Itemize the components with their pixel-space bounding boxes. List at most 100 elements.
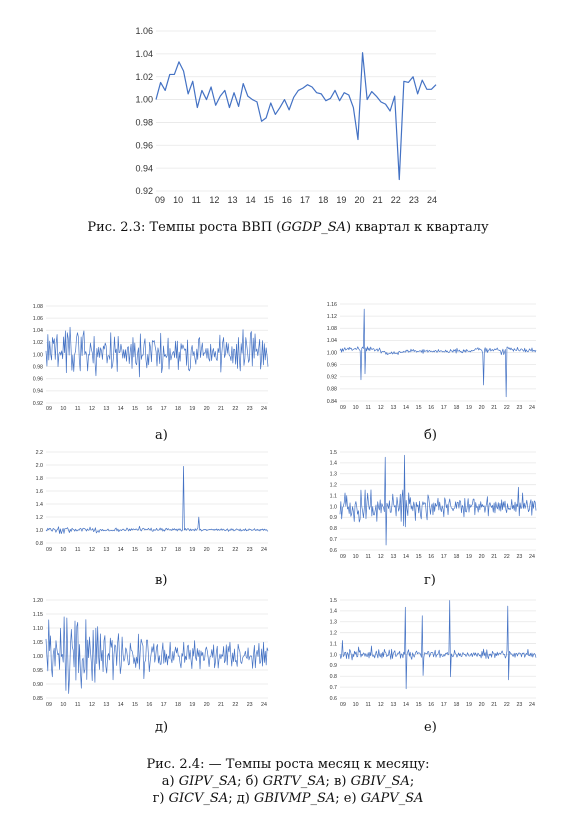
x-tick-label: 22	[232, 547, 238, 553]
series-line	[45, 465, 269, 534]
x-tick-label: 09	[340, 554, 346, 560]
x-tick-label: 18	[318, 195, 328, 205]
y-tick-label: 0.8	[330, 674, 337, 680]
x-tick-label: 19	[466, 554, 472, 560]
panel-label-v: в)	[155, 573, 168, 588]
x-tick-label: 17	[441, 554, 447, 560]
x-tick-label: 18	[175, 406, 181, 412]
caption-text: г)	[152, 791, 169, 806]
caption-text: а)	[161, 774, 179, 789]
x-tick-label: 12	[378, 554, 384, 560]
y-tick-label: 0.96	[135, 140, 153, 150]
x-tick-label: 11	[365, 702, 371, 708]
y-tick-label: 0.98	[135, 118, 153, 128]
caption-variable: GBIVMP_SA	[253, 791, 336, 806]
x-tick-label: 21	[373, 195, 383, 205]
y-tick-label: 1.04	[33, 328, 43, 334]
series-line	[155, 52, 437, 181]
y-tick-label: 0.9	[330, 515, 337, 521]
y-tick-label: 1.8	[36, 476, 43, 482]
y-tick-label: 1.00	[135, 95, 153, 105]
x-tick-label: 20	[479, 702, 485, 708]
x-tick-label: 23	[247, 547, 253, 553]
x-tick-label: 13	[390, 405, 396, 411]
x-tick-label: 15	[416, 702, 422, 708]
x-tick-label: 12	[378, 405, 384, 411]
y-tick-label: 0.92	[135, 186, 153, 196]
x-tick-label: 10	[353, 554, 359, 560]
panel-label-e: е)	[424, 720, 437, 735]
x-tick-label: 13	[103, 547, 109, 553]
x-tick-label: 12	[89, 547, 95, 553]
x-tick-label: 19	[189, 547, 195, 553]
x-tick-label: 16	[428, 702, 434, 708]
x-tick-label: 14	[403, 554, 409, 560]
x-tick-label: 19	[336, 195, 346, 205]
x-tick-label: 12	[89, 406, 95, 412]
caption-text: ; е)	[335, 791, 361, 806]
x-tick-label: 16	[146, 406, 152, 412]
panel-label-a: а)	[155, 428, 168, 443]
y-tick-label: 1.6	[36, 489, 43, 495]
x-tick-label: 24	[427, 195, 437, 205]
y-tick-label: 0.7	[330, 537, 337, 543]
x-tick-label: 12	[209, 195, 219, 205]
x-tick-label: 23	[247, 406, 253, 412]
x-tick-label: 24	[529, 554, 535, 560]
x-tick-label: 20	[479, 405, 485, 411]
x-tick-label: 15	[264, 195, 274, 205]
gbiv-chart: 0.8 1.0 1.2 1.4 1.6 1.8 2.0 2.2 09 10 11 12 13 14 15 16…	[36, 450, 269, 553]
series-line	[45, 616, 269, 694]
x-tick-label: 18	[453, 702, 459, 708]
caption-text: ; в)	[325, 774, 351, 789]
x-tick-label: 09	[155, 195, 165, 205]
y-tick-label: 1.2	[330, 483, 337, 489]
series-line	[339, 600, 537, 690]
y-tick-label: 1.08	[327, 326, 337, 332]
caption-text: ; д)	[228, 791, 254, 806]
y-tick-label: 0.6	[330, 696, 337, 702]
x-tick-label: 14	[403, 405, 409, 411]
x-tick-label: 20	[204, 547, 210, 553]
x-tick-label: 24	[261, 702, 267, 708]
panel-label-b: б)	[424, 428, 437, 443]
y-tick-label: 1.1	[330, 493, 337, 499]
x-tick-label: 10	[60, 547, 66, 553]
y-tick-label: 1.20	[33, 598, 43, 604]
figure-2-3-caption: Рис. 2.3: Темпы роста ВВП (GGDP_SA) квар…	[87, 220, 489, 235]
x-tick-label: 20	[204, 702, 210, 708]
x-tick-label: 09	[46, 406, 52, 412]
x-tick-label: 21	[491, 405, 497, 411]
gipv-chart: 0.92 0.94 0.96 0.98 1.00 1.02 1.04 1.06 1.08 09 10…	[33, 304, 269, 412]
x-tick-label: 16	[282, 195, 292, 205]
y-tick-label: 1.3	[330, 472, 337, 478]
y-tick-label: 1.10	[33, 626, 43, 632]
y-tick-label: 1.05	[33, 640, 43, 646]
y-tick-label: 0.96	[33, 377, 43, 383]
x-tick-label: 09	[46, 702, 52, 708]
x-tick-label: 21	[218, 547, 224, 553]
x-tick-label: 23	[247, 702, 253, 708]
x-tick-label: 17	[161, 547, 167, 553]
x-tick-label: 19	[466, 405, 472, 411]
x-tick-label: 21	[218, 702, 224, 708]
x-tick-label: 15	[132, 702, 138, 708]
y-tick-label: 1.02	[33, 340, 43, 346]
x-tick-label: 19	[189, 406, 195, 412]
x-tick-label: 23	[516, 554, 522, 560]
y-tick-label: 0.8	[330, 526, 337, 532]
gbivmp-chart: 0.85 0.90 0.95 1.00 1.05 1.10 1.15 1.20 09 10 11 12…	[33, 598, 269, 708]
y-tick-label: 1.5	[330, 450, 337, 456]
x-tick-label: 23	[516, 405, 522, 411]
y-tick-label: 0.94	[135, 163, 153, 173]
x-tick-label: 12	[89, 702, 95, 708]
y-tick-label: 1.3	[330, 620, 337, 626]
caption-variable: GIPV_SA	[178, 774, 238, 789]
x-tick-label: 11	[365, 554, 371, 560]
y-tick-label: 1.00	[327, 350, 337, 356]
x-tick-label: 21	[491, 702, 497, 708]
y-tick-label: 0.90	[33, 682, 43, 688]
caption-variable: GRTV_SA	[262, 774, 326, 789]
x-tick-label: 17	[441, 702, 447, 708]
x-tick-label: 18	[175, 547, 181, 553]
